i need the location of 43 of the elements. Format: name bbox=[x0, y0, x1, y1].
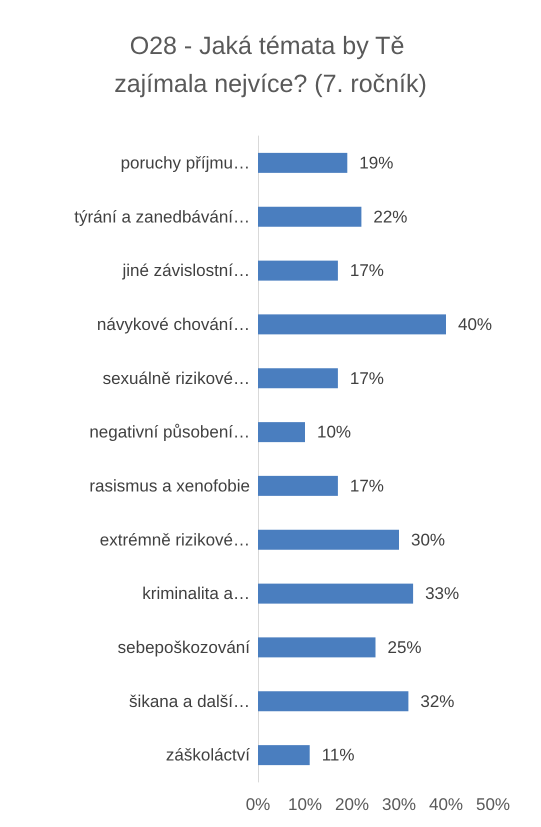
bar bbox=[258, 368, 338, 388]
y-tick-label: sebepoškozování bbox=[118, 638, 250, 657]
y-tick-label: jiné závislostní… bbox=[121, 261, 250, 280]
bar bbox=[258, 206, 362, 227]
x-tick-label: 10% bbox=[288, 795, 322, 814]
y-tick-label: záškoláctví bbox=[166, 746, 250, 765]
data-label: 17% bbox=[350, 261, 384, 280]
y-tick-label: kriminalita a… bbox=[142, 584, 250, 604]
data-label: 40% bbox=[458, 314, 492, 334]
bar bbox=[258, 314, 446, 334]
y-tick-label: rasismus a xenofobie bbox=[89, 476, 250, 496]
y-tick-label: návykové chování… bbox=[96, 314, 250, 334]
data-label: 19% bbox=[359, 153, 394, 172]
bar bbox=[258, 691, 408, 712]
data-label: 22% bbox=[373, 207, 408, 226]
y-tick-label: extrémně rizikové… bbox=[100, 530, 250, 550]
bar bbox=[258, 745, 310, 766]
x-tick-label: 0% bbox=[246, 795, 270, 814]
y-tick-label: poruchy příjmu… bbox=[120, 153, 250, 172]
bar bbox=[258, 422, 305, 442]
x-tick-label: 20% bbox=[334, 795, 370, 814]
y-tick-label: šikana a další… bbox=[129, 692, 250, 711]
data-label: 25% bbox=[388, 638, 422, 657]
bar bbox=[258, 260, 338, 281]
y-tick-label: negativní působení… bbox=[89, 422, 250, 442]
y-tick-label: týrání a zanedbávání… bbox=[74, 207, 250, 226]
data-label: 30% bbox=[411, 530, 446, 550]
data-label: 33% bbox=[425, 584, 460, 604]
data-label: 17% bbox=[350, 368, 384, 388]
bar bbox=[258, 530, 399, 550]
bar bbox=[258, 637, 376, 658]
x-tick-label: 50% bbox=[476, 795, 510, 814]
data-label: 17% bbox=[350, 476, 384, 496]
chart-title: O28 - Jaká témata by Tě zajímala nejvíce? (7. ročník) bbox=[114, 32, 427, 98]
y-tick-label: sexuálně rizikové… bbox=[102, 368, 250, 388]
data-label: 10% bbox=[317, 422, 352, 442]
bar bbox=[258, 152, 348, 173]
x-tick-label: 40% bbox=[428, 795, 464, 814]
bar bbox=[258, 476, 338, 496]
data-label: 11% bbox=[322, 746, 354, 765]
x-tick-label: 30% bbox=[382, 795, 416, 814]
data-label: 32% bbox=[420, 692, 454, 711]
bar bbox=[258, 584, 414, 604]
